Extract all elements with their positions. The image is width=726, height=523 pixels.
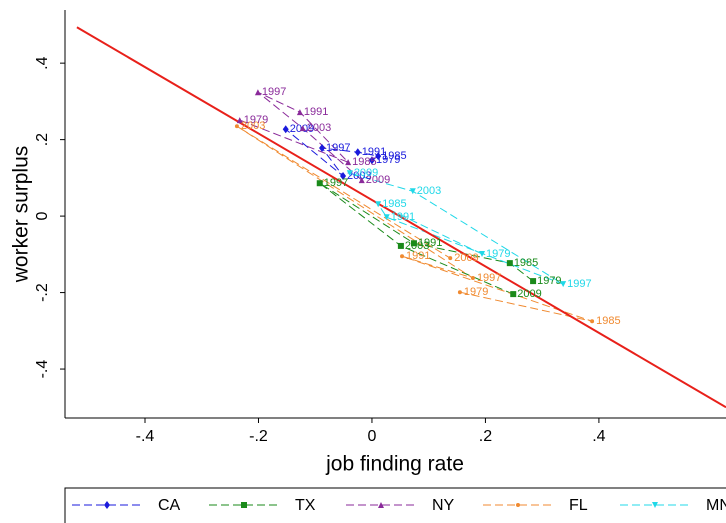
legend-marker — [241, 502, 247, 508]
legend-label: NY — [432, 497, 455, 514]
point — [345, 159, 352, 166]
point-label: 1985 — [596, 315, 620, 327]
point — [375, 201, 382, 208]
x-tick-label: .2 — [479, 428, 492, 445]
x-tick-label: -.2 — [249, 428, 268, 445]
point-label: 1985 — [382, 198, 406, 210]
x-axis-title: job finding rate — [325, 453, 464, 476]
point-label: 2009 — [517, 288, 541, 300]
point — [319, 144, 326, 153]
point-label: 1985 — [514, 257, 538, 269]
point — [457, 290, 462, 295]
y-tick-label: .4 — [34, 56, 51, 69]
point-label: 1985 — [382, 150, 406, 162]
point-label: 2003 — [405, 240, 429, 252]
point — [354, 148, 361, 157]
point-label: 2009 — [354, 167, 378, 179]
point-label: 1997 — [326, 142, 350, 154]
point — [368, 156, 375, 165]
point — [282, 125, 289, 134]
point — [296, 109, 303, 116]
y-tick-label: .2 — [34, 133, 51, 146]
point-label: 2003 — [241, 120, 265, 132]
point — [383, 214, 390, 221]
point — [397, 242, 404, 249]
point-label: 1997 — [477, 272, 501, 284]
point — [236, 117, 243, 124]
point — [299, 125, 306, 132]
point — [358, 177, 365, 184]
series-line — [239, 91, 363, 181]
legend-label: FL — [569, 497, 588, 514]
series-line — [349, 172, 564, 285]
point — [479, 250, 486, 257]
point-label: 1979 — [486, 248, 510, 260]
point-label: 1997 — [567, 278, 591, 290]
point — [346, 170, 353, 177]
legend-label: CA — [158, 497, 181, 514]
point-label: 1985 — [352, 156, 376, 168]
point — [560, 281, 567, 288]
y-tick-label: -.4 — [34, 360, 51, 379]
point — [400, 254, 405, 259]
point — [448, 256, 453, 261]
x-tick-label: -.4 — [136, 428, 155, 445]
point — [375, 152, 382, 161]
point-label: 1997 — [262, 86, 286, 98]
series-line — [319, 182, 534, 295]
point — [254, 89, 261, 96]
point — [506, 260, 513, 267]
point-label: 2003 — [307, 122, 331, 134]
point-label: 1991 — [391, 211, 415, 223]
point — [410, 240, 417, 247]
point — [234, 124, 239, 129]
legend-marker — [652, 502, 658, 508]
legend-label: TX — [295, 497, 316, 514]
legend-marker — [516, 503, 520, 507]
point — [530, 278, 537, 285]
point-label: 1979 — [376, 154, 400, 166]
point-label: 2009 — [366, 174, 390, 186]
y-tick-label: 0 — [34, 212, 51, 221]
point — [510, 291, 517, 298]
point-label: 2003 — [347, 170, 371, 182]
x-tick-label: 0 — [368, 428, 377, 445]
y-tick-label: -.2 — [34, 283, 51, 302]
point-label: 1991 — [406, 250, 430, 262]
point-label: 2003 — [417, 185, 441, 197]
legend-marker — [378, 502, 384, 508]
legend-marker — [104, 501, 110, 509]
point — [340, 171, 347, 180]
point-label: 1991 — [362, 146, 386, 158]
point-label: 1979 — [537, 275, 561, 287]
point-label: 1991 — [418, 237, 442, 249]
legend-label: MN — [706, 497, 726, 514]
point-label: 2009 — [454, 252, 478, 264]
point-label: 1997 — [324, 177, 348, 189]
point-label: 1991 — [304, 106, 328, 118]
point — [590, 319, 595, 324]
point — [470, 276, 475, 281]
point — [316, 180, 323, 187]
point-label: 1979 — [244, 114, 268, 126]
point — [409, 188, 416, 195]
x-tick-label: .4 — [592, 428, 605, 445]
point-label: 1979 — [464, 286, 488, 298]
y-axis-title: worker surplus — [10, 146, 33, 284]
fit-line — [76, 26, 726, 409]
